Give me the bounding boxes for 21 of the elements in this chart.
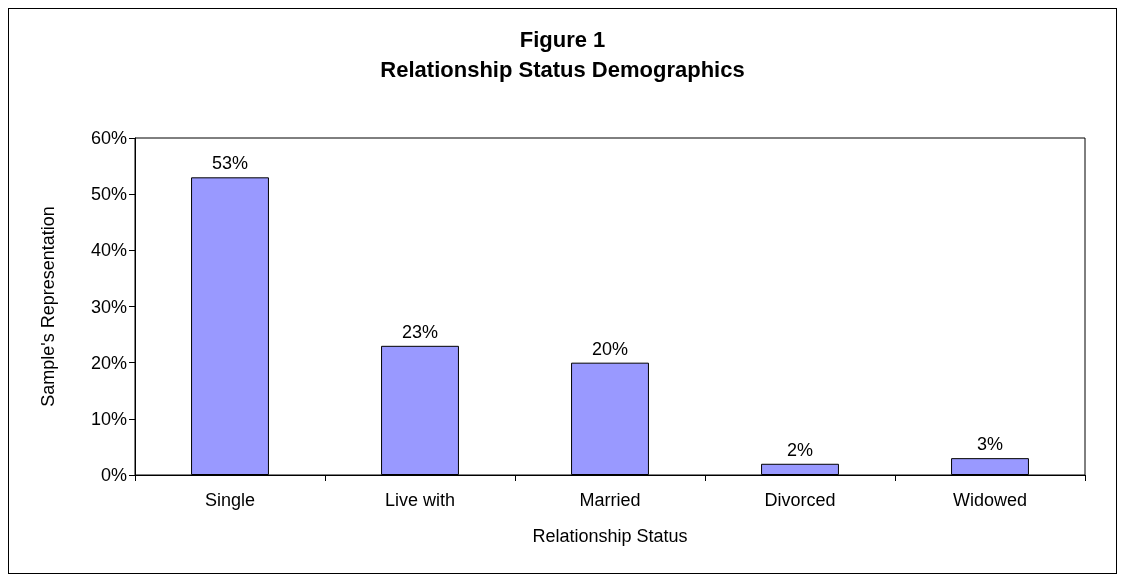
y-tick-label: 30% — [90, 296, 127, 317]
data-label: 23% — [401, 321, 439, 342]
y-tick-label: 40% — [90, 240, 127, 261]
y-tick-label: 10% — [90, 408, 127, 429]
x-tick-label: Widowed — [952, 490, 1028, 510]
x-tick-label: Married — [579, 490, 641, 510]
x-tick-label: Divorced — [764, 490, 836, 510]
data-label: 2% — [786, 439, 814, 460]
y-tick-label: 0% — [100, 465, 127, 485]
x-axis-title: Relationship Status — [532, 526, 688, 546]
y-tick-label: 60% — [90, 128, 127, 148]
y-tick-label: 20% — [90, 352, 127, 373]
chart-title: Figure 1 — [519, 26, 606, 52]
data-label: 3% — [976, 434, 1004, 455]
data-label: 20% — [591, 338, 629, 359]
y-axis-title: Sample's Representation — [38, 206, 58, 407]
chart-subtitle: Relationship Status Demographics — [380, 56, 745, 82]
data-label: 53% — [211, 153, 249, 174]
x-tick-label: Live with — [384, 490, 456, 510]
y-tick-label: 50% — [90, 184, 127, 205]
x-tick-label: Single — [204, 490, 256, 510]
